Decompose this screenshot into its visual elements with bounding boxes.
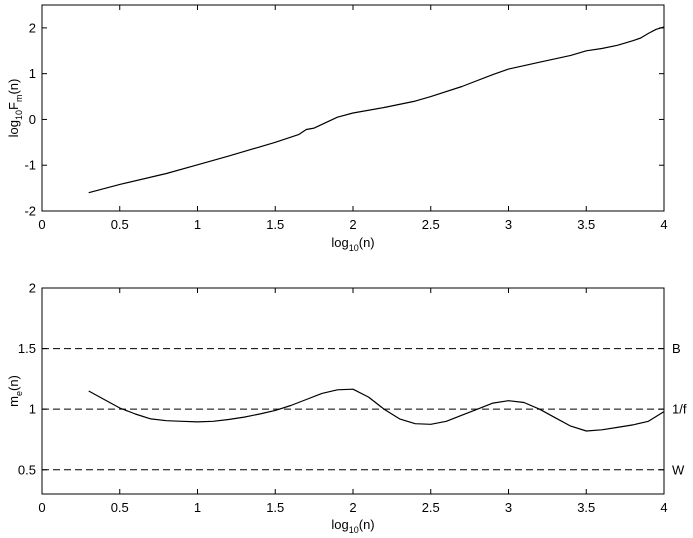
y-axis-label-sub: e: [14, 391, 24, 396]
axes-frame: [41, 287, 665, 495]
x-axis-label-tail: (n): [359, 517, 375, 532]
x-tick-label: 2.5: [422, 217, 440, 232]
series-line: [88, 388, 665, 432]
x-tick-label: 2.5: [422, 500, 440, 515]
y-tick-label: 1: [29, 66, 36, 81]
x-tick-label: 1.5: [266, 500, 284, 515]
x-axis-label-base: log: [331, 235, 348, 250]
x-axis-label: log10(n): [331, 235, 374, 253]
y-axis-label-base: log: [6, 120, 21, 137]
x-tick-label: 4: [660, 217, 667, 232]
x-tick-label: 3.5: [577, 500, 595, 515]
reference-label: B: [672, 341, 681, 356]
bottom-plot: 0 0.5 1 1.5 2 2.5 3 3.5 40.511.52B1/fWlog10(n)me…: [6, 281, 687, 536]
y-axis-label-base: m: [6, 396, 21, 407]
y-tick-label: 1.5: [18, 341, 36, 356]
x-tick-label: 2: [349, 217, 356, 232]
x-axis-label-sub: 10: [349, 525, 359, 535]
x-tick-label: 1.5: [266, 217, 284, 232]
y-axis-label: log10Fm(n): [6, 79, 24, 138]
axes-frame: [41, 4, 665, 212]
x-tick-label: 4: [660, 500, 667, 515]
x-tick-label: 1: [194, 500, 201, 515]
reference-label: W: [672, 462, 685, 477]
x-tick-label: 2: [349, 500, 356, 515]
x-tick-label: 1: [194, 217, 201, 232]
y-tick-label: 0: [29, 112, 36, 127]
x-axis-label: log10(n): [331, 517, 374, 535]
y-tick-label: 2: [29, 281, 36, 296]
x-axis-label-sub: 10: [349, 243, 359, 253]
x-tick-label: 3: [505, 500, 512, 515]
x-tick-label: 3: [505, 217, 512, 232]
reference-label: 1/f: [672, 402, 687, 417]
x-tick-label: 0.5: [111, 217, 129, 232]
x-axis-label-base: log: [331, 517, 348, 532]
top-plot: 0 0.5 1 1.5 2 2.5 3 3.5 4-2-1012log10(n)log10Fm(…: [6, 4, 668, 253]
x-tick-label: 3.5: [577, 217, 595, 232]
y-tick-label: -1: [24, 158, 36, 173]
y-axis-label: me(n): [6, 375, 24, 407]
y-tick-label: -2: [24, 204, 36, 219]
y-tick-label: 2: [29, 20, 36, 35]
y-axis-label-tail: (n): [6, 79, 21, 95]
y-axis-label-sub2: m: [14, 95, 24, 103]
y-axis-label-tail: (n): [6, 375, 21, 391]
x-tick-label: 0: [38, 217, 45, 232]
series-line: [88, 26, 665, 194]
y-axis-label-mid: F: [6, 102, 21, 110]
y-axis-label-sub1: 10: [14, 110, 24, 120]
x-axis-label-tail: (n): [359, 235, 375, 250]
x-tick-label: 0: [38, 500, 45, 515]
y-tick-label: 0.5: [18, 462, 36, 477]
y-tick-label: 1: [29, 402, 36, 417]
x-tick-label: 0.5: [111, 500, 129, 515]
